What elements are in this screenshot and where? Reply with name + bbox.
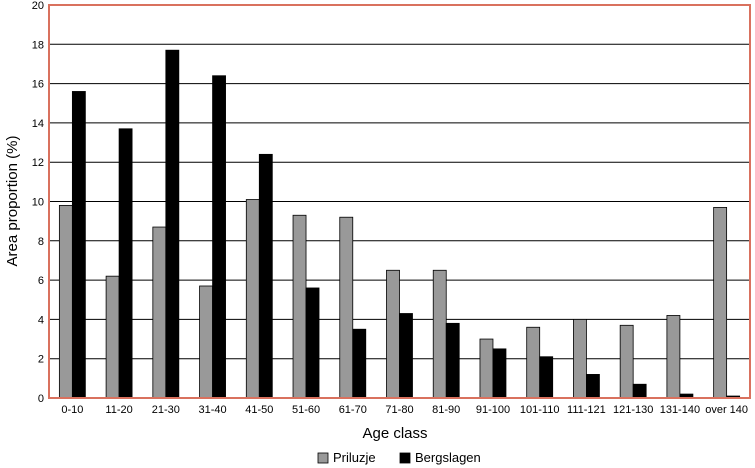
bar-bergslagen-71-80 bbox=[399, 313, 413, 399]
bar-priluzje-61-70 bbox=[339, 216, 354, 399]
x-tick-label: 91-100 bbox=[476, 404, 510, 416]
bar-bergslagen-61-70 bbox=[352, 328, 367, 399]
bar-bergslagen-121-130 bbox=[632, 383, 647, 399]
plot-border bbox=[48, 4, 751, 399]
x-tick-label: 21-30 bbox=[152, 404, 180, 416]
legend-label-bergslagen: Bergslagen bbox=[415, 450, 481, 465]
y-tick-label: 20 bbox=[32, 0, 44, 12]
bar-bergslagen-101-110 bbox=[539, 356, 554, 399]
bar-priluzje-121-130 bbox=[619, 324, 634, 399]
x-tick-label: 11-20 bbox=[105, 404, 132, 416]
bar-bergslagen-11-20 bbox=[118, 128, 133, 399]
bar-priluzje-51-60 bbox=[292, 214, 307, 399]
y-axis-label: Area proportion (%) bbox=[4, 136, 21, 267]
y-tick-label: 14 bbox=[32, 118, 44, 130]
legend-swatch-bergslagen bbox=[399, 452, 411, 464]
bar-priluzje-over-140 bbox=[713, 206, 728, 399]
y-tick-label: 12 bbox=[32, 157, 44, 169]
y-tick-label: 4 bbox=[38, 314, 44, 326]
bar-priluzje-131-140 bbox=[666, 315, 681, 399]
x-tick-label: over 140 bbox=[705, 404, 748, 416]
bars bbox=[58, 49, 741, 399]
bar-bergslagen-0-10 bbox=[71, 91, 86, 399]
bar-priluzje-111-121 bbox=[573, 318, 587, 399]
x-tick-label: 81-90 bbox=[432, 404, 460, 416]
bar-priluzje-31-40 bbox=[199, 285, 213, 399]
bar-bergslagen-21-30 bbox=[165, 49, 180, 399]
x-tick-label: 111-121 bbox=[567, 404, 606, 416]
x-tick-label: 101-110 bbox=[520, 404, 560, 416]
legend-swatch-priluzje bbox=[317, 452, 329, 464]
y-tick-label: 18 bbox=[32, 39, 44, 51]
bar-bergslagen-51-60 bbox=[305, 287, 320, 399]
bar-priluzje-41-50 bbox=[245, 199, 260, 399]
bar-priluzje-0-10 bbox=[58, 205, 73, 399]
x-tick-label: 41-50 bbox=[245, 404, 273, 416]
bar-bergslagen-111-121 bbox=[586, 374, 600, 399]
y-tick-label: 8 bbox=[38, 236, 44, 248]
y-tick-label: 16 bbox=[32, 79, 44, 91]
x-tick-label: 0-10 bbox=[61, 404, 83, 416]
bar-priluzje-101-110 bbox=[526, 326, 541, 399]
y-tick-label: 2 bbox=[38, 354, 44, 366]
bar-priluzje-11-20 bbox=[105, 275, 120, 399]
bar-priluzje-71-80 bbox=[386, 269, 400, 399]
x-axis-label: Age class bbox=[362, 425, 427, 442]
bar-priluzje-91-100 bbox=[479, 338, 494, 399]
bar-bergslagen-81-90 bbox=[445, 322, 460, 399]
y-tick-label: 6 bbox=[38, 275, 44, 287]
bar-bergslagen-31-40 bbox=[212, 75, 226, 399]
x-tick-label: 71-80 bbox=[385, 404, 413, 416]
y-axis-ticks: 0 2 4 6 8 10 12 14 16 18 20 bbox=[32, 0, 44, 405]
y-tick-label: 0 bbox=[38, 393, 44, 405]
legend-label-priluzje: Priluzje bbox=[333, 450, 376, 465]
bar-bergslagen-41-50 bbox=[258, 153, 273, 399]
x-tick-label: 51-60 bbox=[292, 404, 320, 416]
x-axis-ticks: 0-10 11-20 21-30 31-40 41-50 51-60 61-70 71-80 8… bbox=[61, 404, 748, 416]
legend: Priluzje Bergslagen bbox=[317, 450, 481, 465]
x-tick-label: 121-130 bbox=[613, 404, 653, 416]
x-tick-label: 61-70 bbox=[339, 404, 367, 416]
x-tick-label: 31-40 bbox=[198, 404, 226, 416]
bar-bergslagen-91-100 bbox=[492, 348, 507, 399]
bar-priluzje-81-90 bbox=[432, 269, 447, 399]
bar-priluzje-21-30 bbox=[152, 226, 167, 399]
x-tick-label: 131-140 bbox=[660, 404, 700, 416]
y-tick-label: 10 bbox=[32, 197, 44, 209]
